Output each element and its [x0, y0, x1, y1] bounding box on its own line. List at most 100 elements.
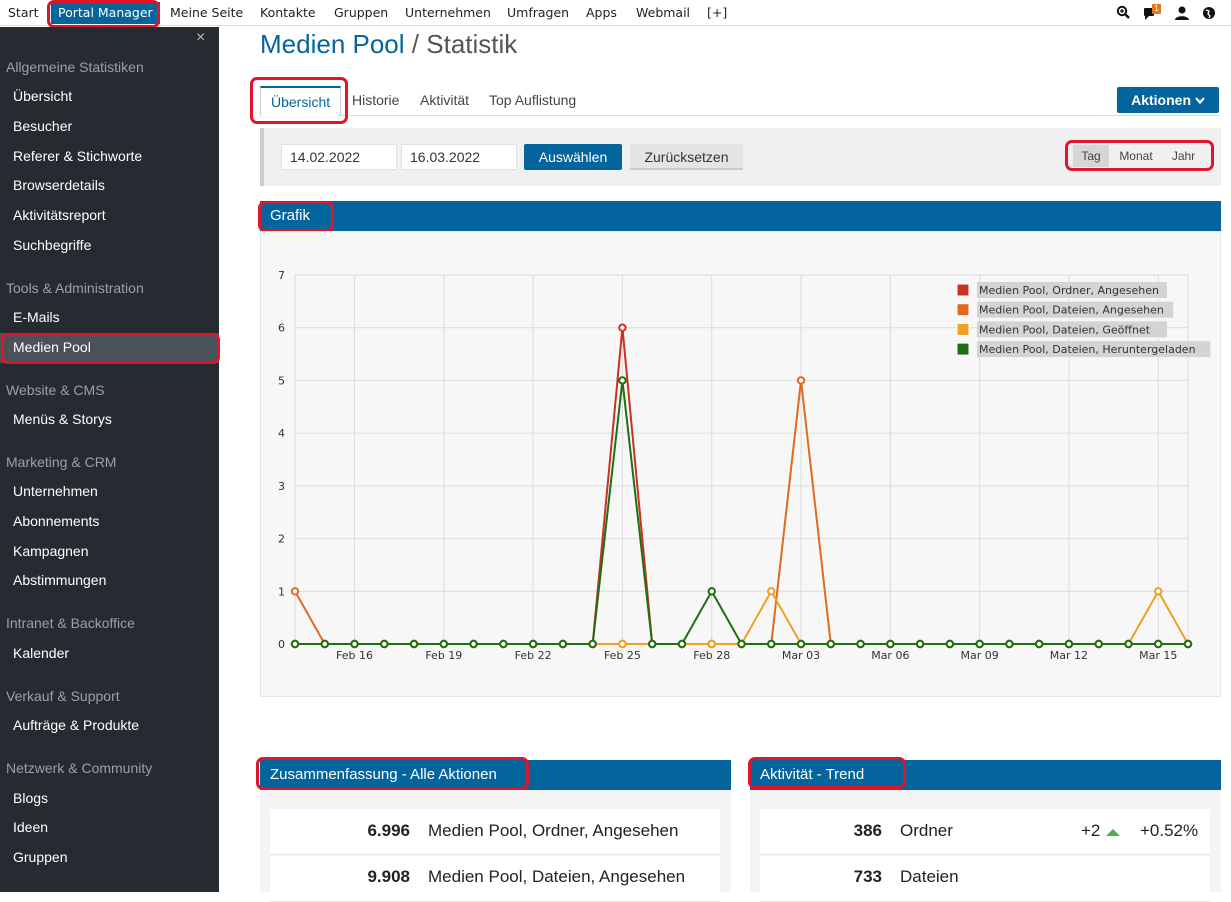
sidebar-item-referer[interactable]: Referer & Stichworte [13, 148, 143, 164]
nav-start[interactable]: Start [8, 5, 39, 20]
nav-gruppen[interactable]: Gruppen [334, 5, 389, 20]
nav-meine-seite[interactable]: Meine Seite [170, 5, 244, 20]
tab-aktivitaet[interactable]: Aktivität [420, 92, 470, 108]
summary-panel-title: Zusammenfassung - Alle Aktionen [270, 766, 497, 783]
legend-label-bg [977, 301, 1174, 318]
series-point [290, 587, 300, 596]
series-point [975, 639, 984, 649]
section-tools-administration: Tools & Administration [6, 280, 144, 296]
series-point [1034, 639, 1044, 649]
section-allgemeine-statistiken: Allgemeine Statistiken [6, 59, 144, 75]
y-tick-label: 3 [278, 480, 285, 493]
tab-uebersicht[interactable]: Übersicht [260, 86, 342, 116]
legend-swatch [956, 342, 970, 356]
reset-button[interactable]: Zurücksetzen [630, 144, 743, 170]
sidebar-item-unternehmen[interactable]: Unternehmen [13, 483, 98, 499]
sidebar-item-uebersicht[interactable]: Übersicht [13, 88, 73, 104]
series-point [1005, 639, 1014, 649]
nav-kontakte[interactable]: Kontakte [260, 5, 316, 20]
series-point [707, 587, 716, 596]
select-button[interactable]: Auswählen [524, 144, 622, 170]
legend-swatch [956, 303, 970, 317]
sidebar-item-besucher[interactable]: Besucher [13, 118, 73, 134]
sidebar-item-abonnements[interactable]: Abonnements [13, 513, 100, 529]
period-day-button[interactable]: Tag [1073, 145, 1109, 167]
nav-unternehmen[interactable]: Unternehmen [405, 5, 491, 20]
sidebar-item-ideen[interactable]: Ideen [13, 819, 49, 835]
period-year-button[interactable]: Jahr [1171, 149, 1196, 163]
y-tick-label: 5 [278, 374, 285, 387]
actions-button[interactable]: Aktionen [1117, 87, 1219, 113]
globe-icon[interactable] [1201, 4, 1217, 22]
legend-label-bg [977, 341, 1211, 358]
summary-label: Medien Pool, Dateien, Angesehen [428, 867, 686, 886]
legend-swatch [956, 283, 970, 297]
series-point [469, 639, 478, 649]
x-tick-label: Mar 03 [782, 649, 820, 662]
series-line [294, 380, 1188, 645]
series-point [886, 639, 895, 649]
sidebar-item-suchbegriffe[interactable]: Suchbegriffe [13, 237, 92, 253]
zoom-icon[interactable] [1116, 4, 1132, 22]
sidebar-item-kampagnen[interactable]: Kampagnen [13, 543, 89, 559]
sidebar-item-menues-storys[interactable]: Menüs & Storys [13, 411, 112, 427]
series-point [558, 639, 568, 649]
tab-top-auflistung[interactable]: Top Auflistung [489, 92, 577, 108]
section-marketing-crm: Marketing & CRM [6, 454, 117, 470]
nav-apps[interactable]: Apps [586, 5, 617, 20]
close-icon[interactable]: × [196, 29, 206, 46]
legend-label: Medien Pool, Dateien, Angesehen [979, 304, 1164, 317]
series-line [295, 589, 1189, 645]
sidebar-item-medien-pool[interactable]: Medien Pool [13, 339, 91, 355]
chat-icon[interactable] [1143, 4, 1159, 22]
chart-legend: Medien Pool, Ordner, Angesehen Medien Poo… [956, 282, 1211, 358]
trend-label: Ordner [900, 821, 953, 840]
legend-label: Medien Pool, Ordner, Angesehen [979, 284, 1159, 297]
user-icon[interactable] [1174, 4, 1190, 22]
trend-up-icon [1106, 829, 1120, 836]
table-row: 9.908 Medien Pool, Dateien, Angesehen [270, 856, 720, 902]
sidebar-item-auftraege-produkte[interactable]: Aufträge & Produkte [13, 717, 140, 733]
summary-panel-header: Zusammenfassung - Alle Aktionen [260, 760, 731, 790]
chart-series [290, 323, 1193, 649]
top-navigation: Start Portal Manager Meine Seite Kontakt… [0, 0, 1231, 26]
date-from-input[interactable]: 14.02.2022 [281, 144, 397, 170]
series-point [796, 376, 806, 385]
period-month-button[interactable]: Monat [1119, 149, 1153, 163]
sidebar-item-blogs[interactable]: Blogs [13, 790, 49, 806]
y-tick-label: 4 [278, 427, 285, 440]
nav-portal-manager[interactable]: Portal Manager [51, 2, 160, 24]
sidebar-item-aktivitaetsreport[interactable]: Aktivitätsreport [13, 207, 106, 223]
series-point [618, 639, 627, 649]
series-point [290, 639, 300, 649]
series-point [350, 639, 359, 649]
sidebar-item-browserdetails[interactable]: Browserdetails [13, 177, 105, 193]
trend-change: +2 [1081, 821, 1101, 840]
date-to-input[interactable]: 16.03.2022 [401, 144, 517, 170]
sidebar-item-abstimmungen[interactable]: Abstimmungen [13, 572, 107, 588]
table-row: 733 Dateien [760, 856, 1210, 902]
section-website-cms: Website & CMS [6, 382, 105, 398]
sidebar-item-kalender[interactable]: Kalender [13, 645, 70, 661]
trend-panel: 386 Ordner +2 +0.52% 733 Dateien [750, 790, 1221, 902]
y-tick-label: 2 [278, 533, 285, 546]
series-point [528, 639, 538, 649]
tab-historie[interactable]: Historie [352, 92, 400, 108]
sidebar-item-emails[interactable]: E-Mails [13, 309, 60, 325]
chart-panel-header: Grafik [260, 201, 1221, 231]
series-point [1094, 639, 1103, 649]
nav-umfragen[interactable]: Umfragen [507, 5, 570, 20]
series-point [618, 376, 627, 385]
series-point [826, 639, 835, 649]
series-point [767, 639, 776, 649]
filter-bar: 14.02.2022 16.03.2022 Auswählen Zurückse… [260, 128, 1221, 186]
sidebar-item-gruppen[interactable]: Gruppen [13, 849, 68, 865]
x-tick-label: Feb 19 [425, 649, 462, 662]
series-point [945, 639, 955, 649]
y-tick-label: 0 [278, 638, 285, 651]
series-point [767, 587, 776, 596]
nav-add[interactable]: [+] [707, 5, 728, 20]
summary-panel: 6.996 Medien Pool, Ordner, Angesehen 9.9… [260, 790, 731, 902]
nav-webmail[interactable]: Webmail [636, 5, 691, 20]
series-point [499, 639, 508, 649]
